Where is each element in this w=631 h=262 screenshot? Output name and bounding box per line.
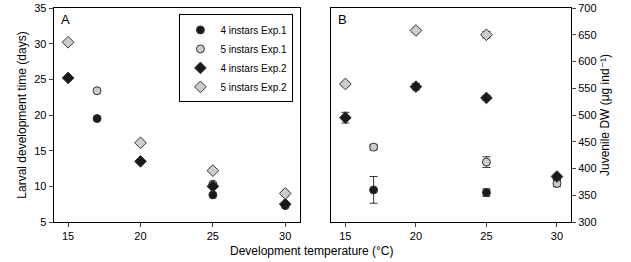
svg-text:700: 700 — [578, 2, 596, 14]
svg-text:4 instars Exp.1: 4 instars Exp.1 — [220, 25, 287, 36]
svg-text:20: 20 — [134, 230, 146, 242]
svg-text:25: 25 — [34, 73, 46, 85]
svg-text:500: 500 — [578, 109, 596, 121]
svg-text:450: 450 — [578, 136, 596, 148]
svg-text:5: 5 — [40, 216, 46, 228]
svg-text:550: 550 — [578, 82, 596, 94]
svg-text:35: 35 — [34, 2, 46, 14]
svg-text:5 instars Exp.2: 5 instars Exp.2 — [220, 82, 287, 93]
svg-text:30: 30 — [34, 38, 46, 50]
svg-text:30: 30 — [279, 230, 291, 242]
svg-text:15: 15 — [339, 230, 351, 242]
svg-text:350: 350 — [578, 189, 596, 201]
svg-text:Juvenile DW (μg ind⁻¹): Juvenile DW (μg ind⁻¹) — [598, 54, 612, 176]
svg-text:650: 650 — [578, 29, 596, 41]
svg-text:25: 25 — [207, 230, 219, 242]
svg-text:15: 15 — [34, 145, 46, 157]
svg-text:B: B — [338, 12, 347, 27]
svg-text:20: 20 — [34, 109, 46, 121]
svg-text:A: A — [61, 12, 70, 27]
svg-text:5 instars Exp.1: 5 instars Exp.1 — [220, 44, 287, 55]
svg-text:10: 10 — [34, 180, 46, 192]
svg-text:25: 25 — [480, 230, 492, 242]
svg-text:4 instars Exp.2: 4 instars Exp.2 — [220, 63, 287, 74]
svg-text:20: 20 — [410, 230, 422, 242]
svg-text:30: 30 — [551, 230, 563, 242]
svg-text:Larval development time (days): Larval development time (days) — [15, 31, 29, 198]
svg-text:Development temperature (°C): Development temperature (°C) — [230, 244, 394, 258]
svg-text:15: 15 — [62, 230, 74, 242]
svg-text:400: 400 — [578, 162, 596, 174]
svg-text:300: 300 — [578, 216, 596, 228]
svg-text:600: 600 — [578, 55, 596, 67]
